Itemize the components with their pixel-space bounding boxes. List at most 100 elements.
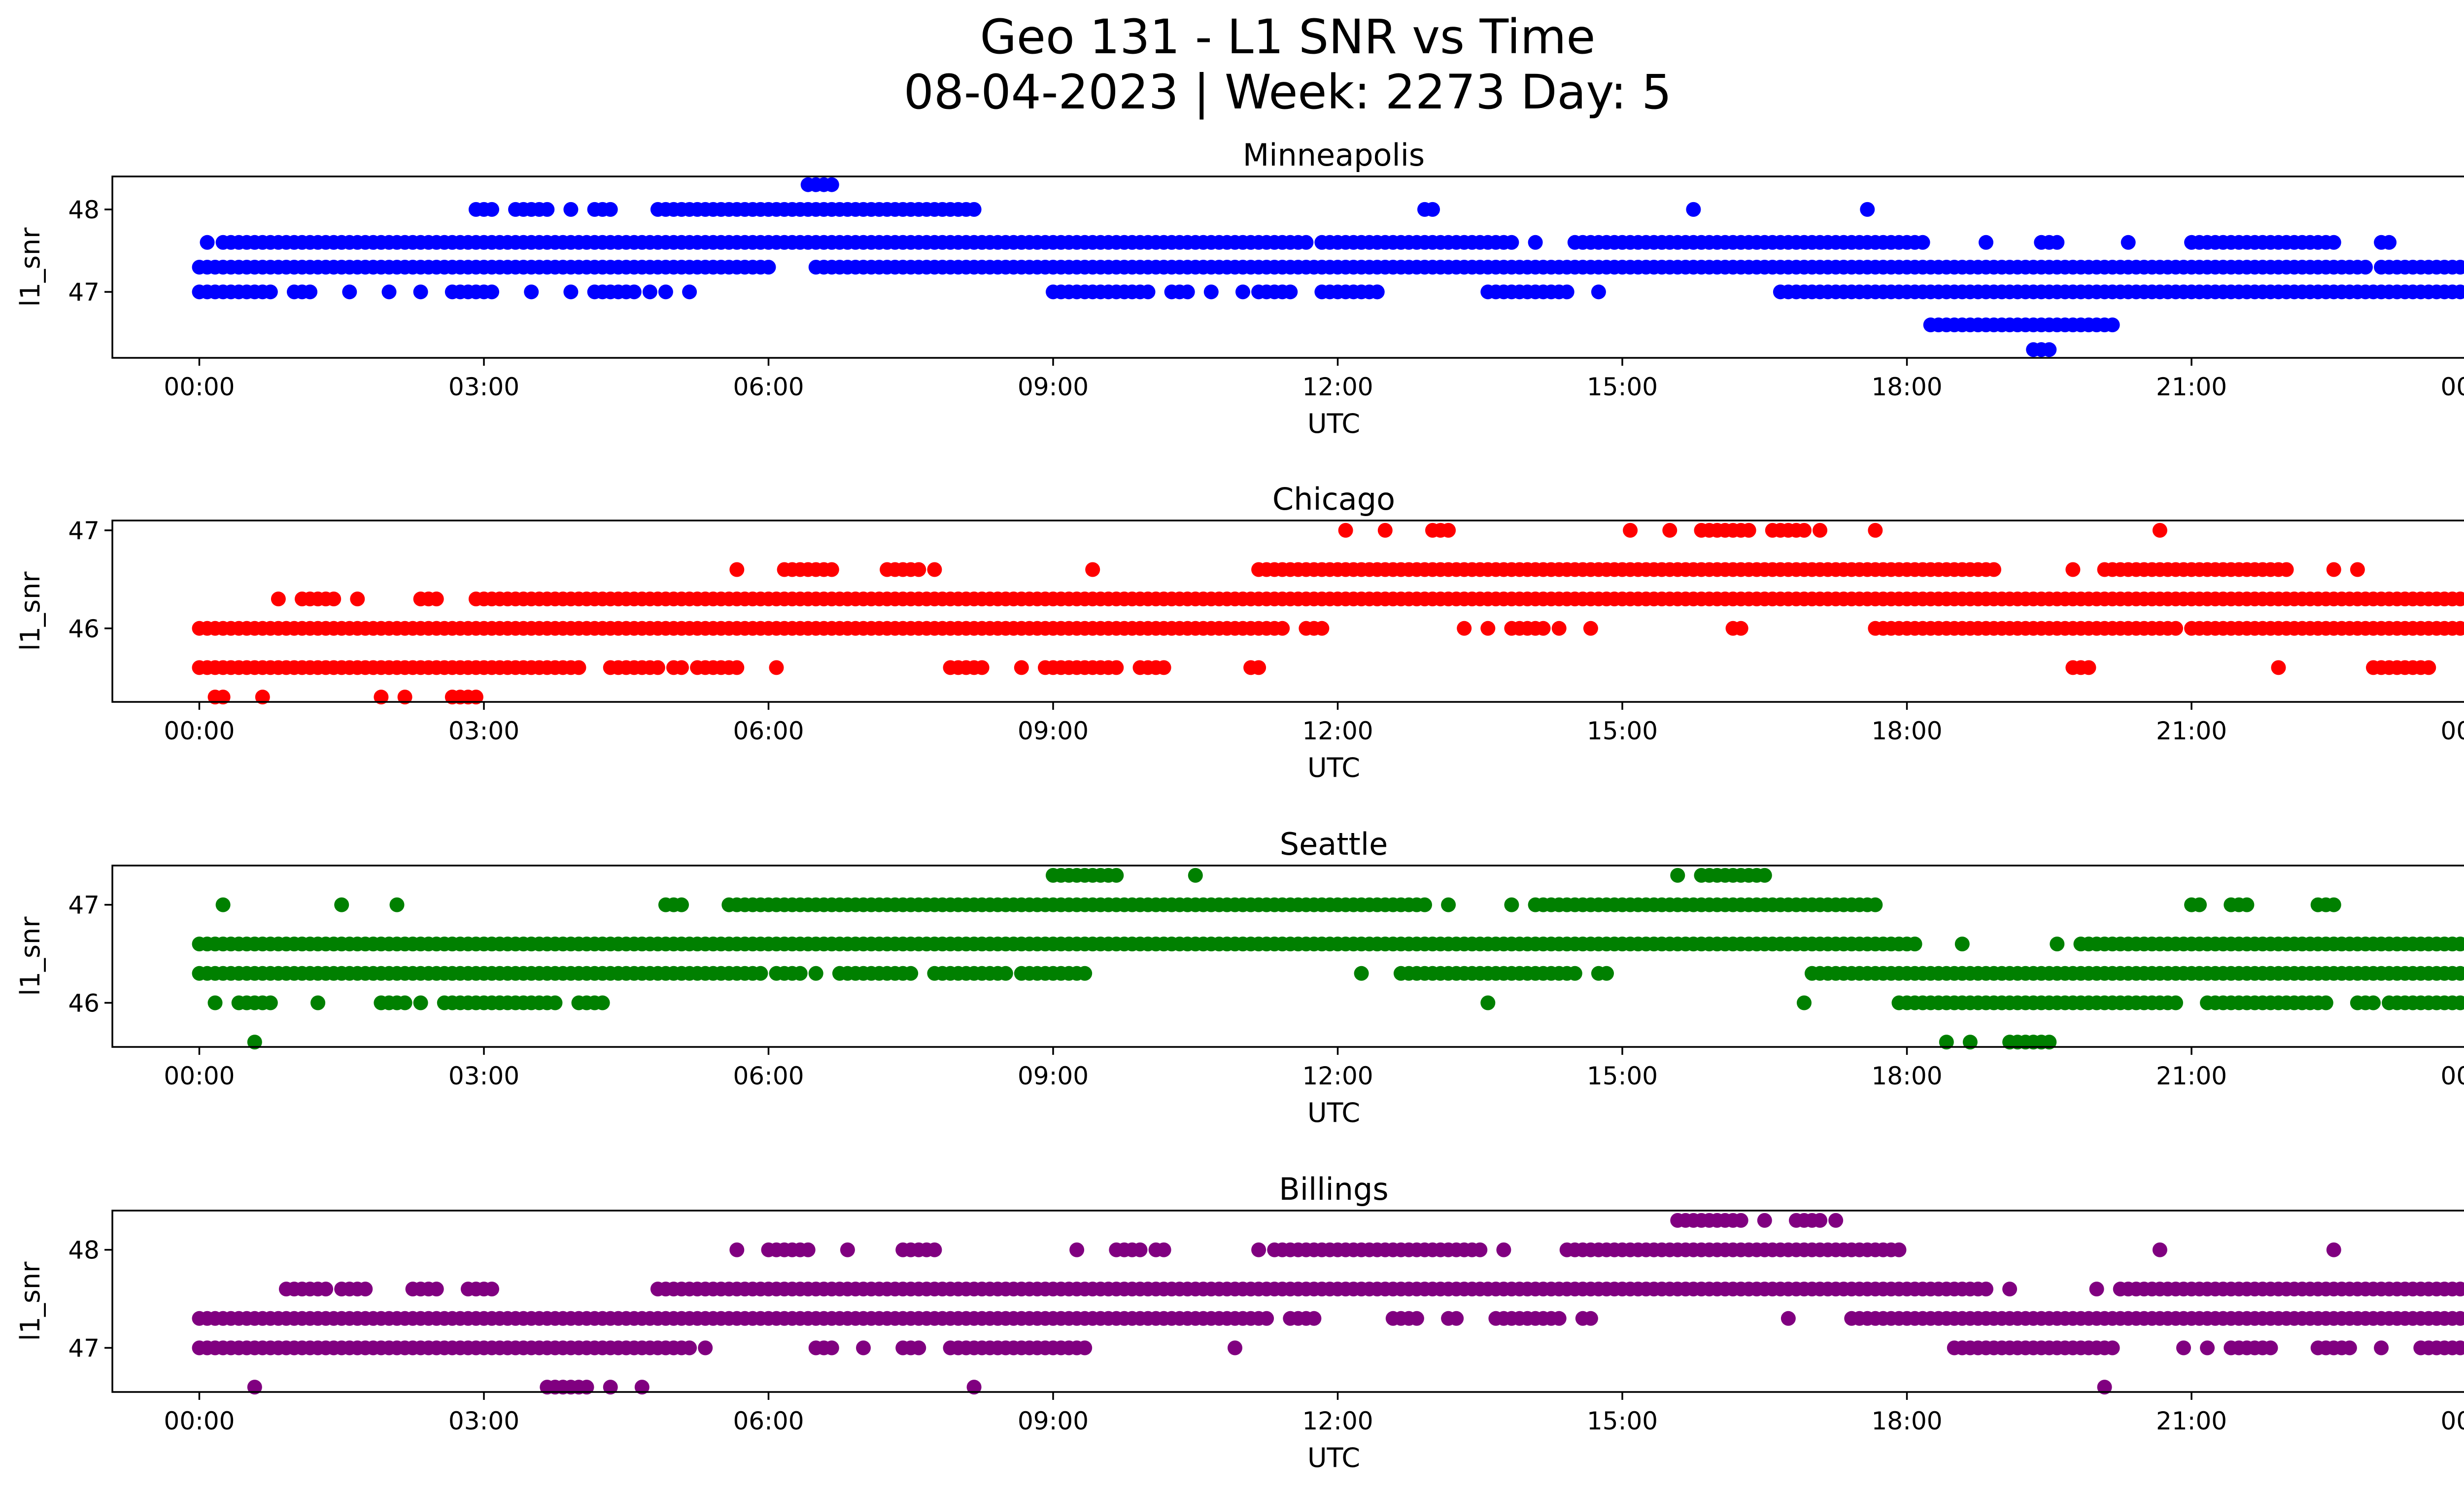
data-point [2461, 261, 2464, 274]
data-point [247, 1380, 262, 1395]
data-point [2176, 1340, 2191, 1356]
x-tick-label: 18:00 [1872, 373, 1943, 401]
data-point [2050, 937, 2065, 952]
x-tick-label: 21:00 [2156, 1062, 2227, 1090]
data-point [1449, 1311, 1464, 1326]
data-point [318, 1282, 334, 1297]
data-point [1551, 621, 1567, 636]
data-point [1797, 995, 1812, 1010]
data-point [2105, 317, 2120, 333]
data-point [2453, 621, 2464, 636]
data-point [571, 660, 586, 675]
data-point [2042, 342, 2057, 357]
subplot: Seattle 00:00 03:00 06:00 09:00 12:00 15:00 18:… [15, 826, 2464, 1128]
data-point [2152, 1242, 2167, 1257]
data-point [2326, 562, 2341, 577]
data-point [2065, 562, 2081, 577]
x-tick-label: 03:00 [448, 717, 519, 745]
data-point [2461, 967, 2464, 980]
data-point [1338, 522, 1353, 538]
data-point [1797, 522, 1812, 538]
data-point [540, 202, 555, 217]
data-point [1251, 660, 1266, 675]
data-point [1235, 284, 1250, 300]
data-point [1915, 235, 1930, 250]
data-point [2168, 621, 2183, 636]
data-point [1251, 1242, 1266, 1257]
y-tick-label: 47 [68, 891, 100, 920]
data-point [1425, 202, 1440, 217]
figure-title-line-2: 08-04-2023 | Week: 2273 Day: 5 [904, 65, 1672, 120]
x-axis-label: UTC [1307, 752, 1360, 783]
data-point [2453, 1282, 2464, 1297]
data-point [381, 284, 397, 300]
x-tick-label: 09:00 [1018, 1062, 1089, 1090]
data-point [548, 995, 563, 1010]
data-point [2002, 1282, 2018, 1297]
data-point [1813, 1213, 1828, 1228]
data-point [2453, 937, 2464, 952]
data-point [1228, 1340, 1242, 1356]
x-tick-label: 06:00 [733, 717, 804, 745]
x-tick-label: 06:00 [733, 373, 804, 401]
data-point [1504, 897, 1519, 912]
subplot: Minneapolis 00:00 03:00 06:00 09:00 12:00 15:0… [15, 137, 2464, 439]
data-point [603, 1380, 618, 1395]
data-point [524, 284, 539, 300]
data-point [2382, 235, 2397, 250]
data-point [1979, 1282, 1993, 1297]
data-point [2152, 522, 2167, 538]
data-point [1203, 284, 1219, 300]
data-point [1306, 1311, 1322, 1326]
data-point [207, 995, 223, 1010]
data-point [2326, 1242, 2341, 1257]
data-point [2366, 995, 2381, 1010]
data-point [2200, 1340, 2215, 1356]
data-point [1156, 1242, 1171, 1257]
x-tick-label: 00:00 [2441, 1062, 2464, 1090]
data-point [2326, 235, 2341, 250]
data-point [563, 202, 579, 217]
data-point [1559, 284, 1574, 300]
data-point [1369, 284, 1385, 300]
x-tick-label: 15:00 [1587, 1062, 1658, 1090]
x-tick-label: 21:00 [2156, 373, 2227, 401]
data-point [2453, 1311, 2464, 1326]
data-point [2461, 997, 2464, 1009]
data-point [429, 591, 444, 607]
y-tick-label: 48 [68, 196, 100, 224]
x-tick-label: 00:00 [164, 1062, 235, 1090]
data-point [2271, 660, 2286, 675]
x-tick-label: 00:00 [2441, 373, 2464, 401]
data-point [1275, 621, 1290, 636]
x-tick-label: 12:00 [1302, 1407, 1373, 1435]
data-point [1132, 1242, 1148, 1257]
data-point [358, 1282, 373, 1297]
data-point [303, 284, 318, 300]
data-point [729, 562, 745, 577]
data-point [761, 260, 776, 275]
y-tick-label: 47 [68, 278, 100, 307]
data-point [1733, 1213, 1748, 1228]
data-point [1954, 937, 1970, 952]
plot-frame [111, 520, 2464, 703]
data-point [1014, 660, 1029, 675]
data-point [2453, 1340, 2464, 1356]
data-point [215, 690, 231, 705]
x-tick-label: 00:00 [2441, 1407, 2464, 1435]
data-point [2050, 235, 2065, 250]
data-point [429, 1282, 444, 1297]
data-point [1813, 522, 1828, 538]
data-point [342, 284, 357, 300]
data-point [603, 202, 618, 217]
data-point [200, 235, 215, 250]
data-point [856, 1340, 871, 1356]
data-point [468, 690, 483, 705]
data-point [966, 1380, 982, 1395]
data-point [1504, 235, 1519, 250]
data-point [2105, 1340, 2120, 1356]
data-point [563, 284, 579, 300]
data-point [2453, 260, 2464, 275]
data-point [263, 284, 278, 300]
x-axis-label: UTC [1307, 1097, 1360, 1128]
